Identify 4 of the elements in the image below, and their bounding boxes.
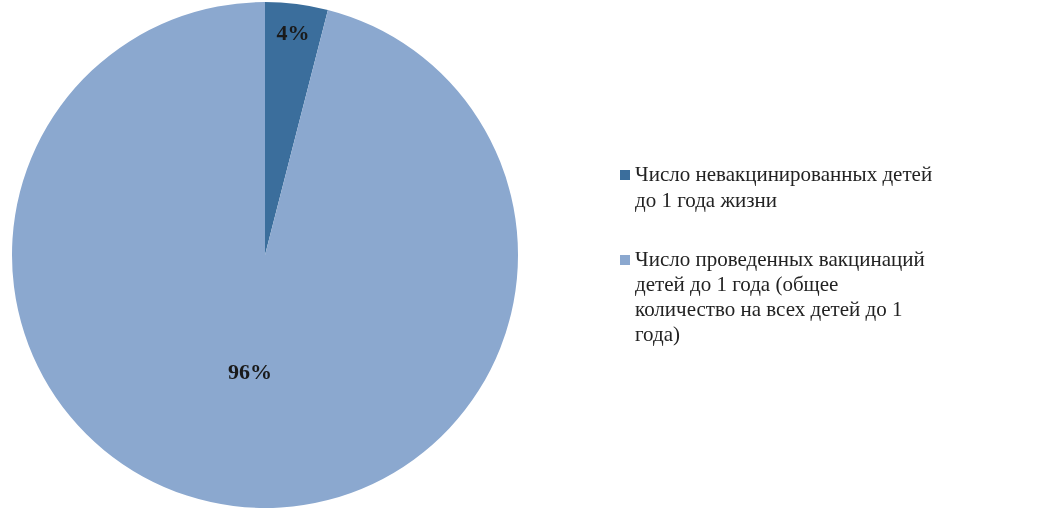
data-label: 4%: [276, 19, 310, 45]
legend-label: Число невакцинированных детей до 1 года жизни: [635, 162, 934, 213]
data-label: 96%: [228, 358, 273, 384]
legend-label: Число проведенных вакцинаций детей до 1 года (общее количество на всех детей до 1 года): [635, 246, 926, 348]
